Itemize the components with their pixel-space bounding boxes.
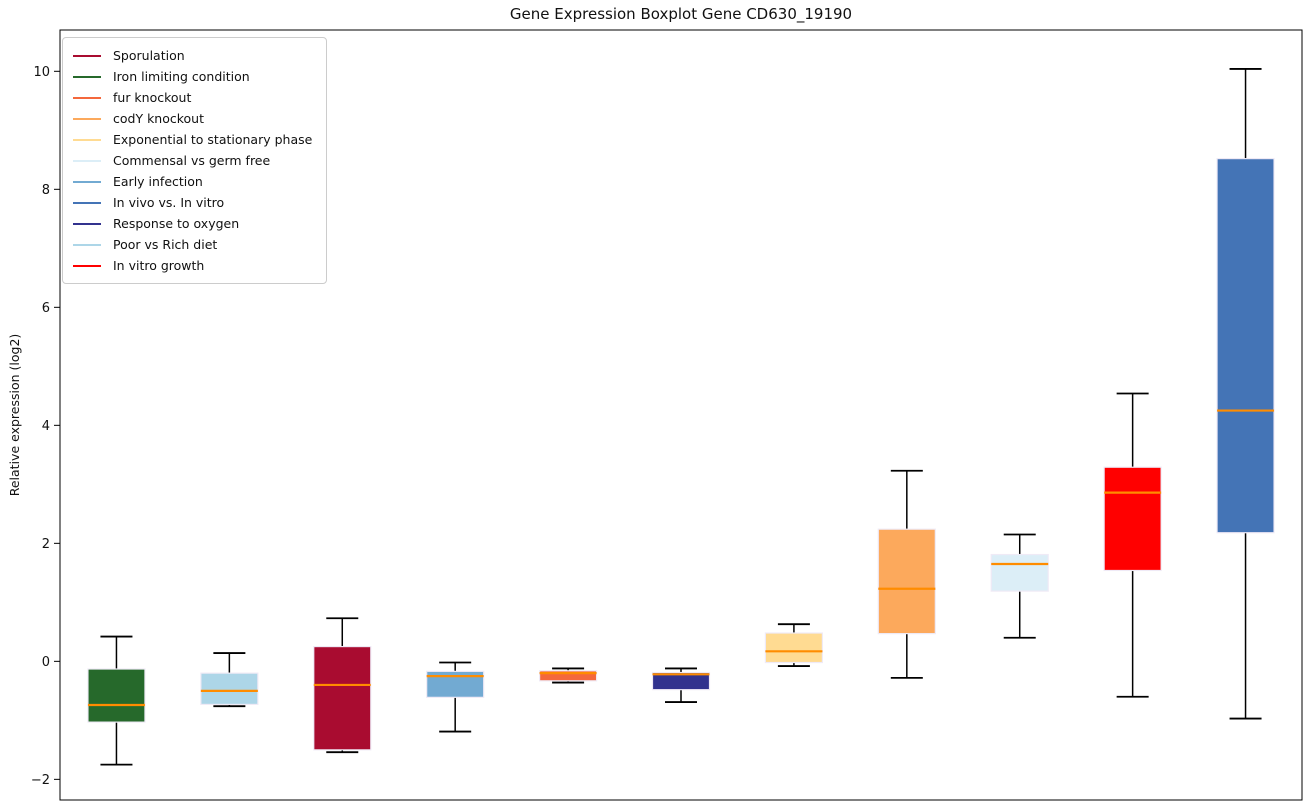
- y-tick-label: 8: [42, 183, 50, 198]
- legend-swatch: [73, 201, 101, 204]
- legend-swatch: [73, 159, 101, 162]
- legend-swatch: [73, 264, 101, 267]
- box-6: [764, 632, 824, 664]
- legend-item-6: Early infection: [73, 171, 312, 192]
- box-10: [1216, 158, 1275, 534]
- legend-label: In vitro growth: [113, 258, 205, 273]
- box-7: [877, 528, 936, 635]
- legend-swatch: [73, 243, 101, 246]
- y-tick-label: 0: [42, 655, 50, 670]
- box-1: [200, 672, 259, 706]
- legend-item-5: Commensal vs germ free: [73, 150, 312, 171]
- box-0: [87, 668, 146, 723]
- legend-swatch: [73, 138, 101, 141]
- legend: Sporulation Iron limiting condition fur kn…: [62, 37, 328, 284]
- legend-label: Early infection: [113, 174, 203, 189]
- y-tick-label: 2: [42, 537, 50, 552]
- legend-label: Exponential to stationary phase: [113, 132, 313, 147]
- legend-item-2: fur knockout: [73, 87, 312, 108]
- legend-swatch: [73, 54, 101, 57]
- legend-label: fur knockout: [113, 90, 192, 105]
- legend-item-3: codY knockout: [73, 108, 312, 129]
- legend-item-1: Iron limiting condition: [73, 66, 312, 87]
- y-tick-label: 4: [42, 419, 50, 434]
- legend-swatch: [73, 180, 101, 183]
- y-axis-label: Relative expression (log2): [7, 333, 22, 497]
- legend-swatch: [73, 96, 101, 99]
- y-tick-label: 10: [33, 65, 50, 80]
- legend-item-4: Exponential to stationary phase: [73, 129, 312, 150]
- box-8: [990, 553, 1049, 592]
- legend-swatch: [73, 117, 101, 120]
- legend-label: Commensal vs germ free: [113, 153, 271, 168]
- legend-swatch: [73, 75, 101, 78]
- legend-item-7: In vivo vs. In vitro: [73, 192, 312, 213]
- box-2: [313, 645, 372, 751]
- legend-item-8: Response to oxygen: [73, 213, 312, 234]
- legend-swatch: [73, 222, 101, 225]
- box-5: [651, 671, 711, 691]
- legend-label: In vivo vs. In vitro: [113, 195, 225, 210]
- y-tick-label: −2: [31, 773, 50, 788]
- box-9: [1103, 466, 1162, 572]
- box-4: [538, 670, 598, 682]
- legend-label: codY knockout: [113, 111, 205, 126]
- legend-item-9: Poor vs Rich diet: [73, 234, 312, 255]
- legend-item-10: In vitro growth: [73, 255, 312, 276]
- legend-label: Response to oxygen: [113, 216, 240, 231]
- legend-item-0: Sporulation: [73, 45, 312, 66]
- chart-title: Gene Expression Boxplot Gene CD630_19190: [509, 5, 853, 23]
- legend-label: Iron limiting condition: [113, 69, 250, 84]
- legend-label: Poor vs Rich diet: [113, 237, 218, 252]
- y-tick-label: 6: [42, 301, 50, 316]
- legend-label: Sporulation: [113, 48, 185, 63]
